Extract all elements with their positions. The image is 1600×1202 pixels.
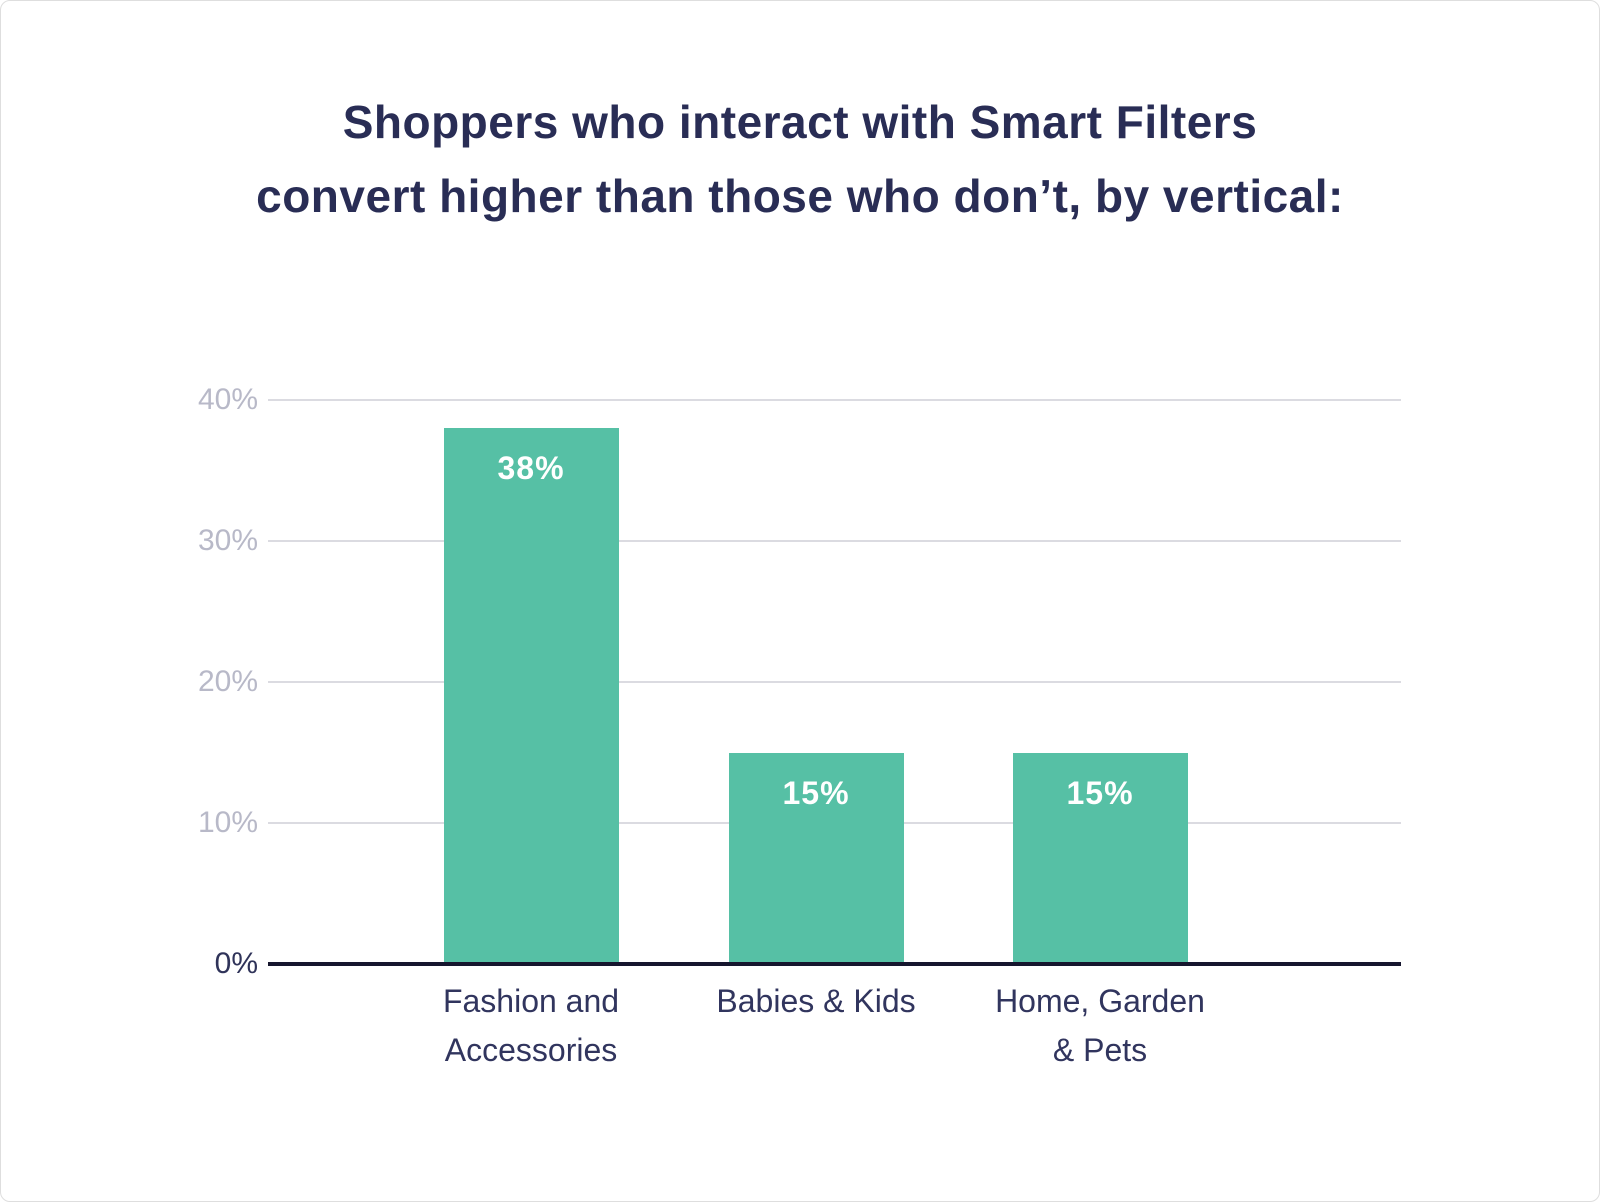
- chart-title: Shoppers who interact with Smart Filters…: [1, 85, 1599, 233]
- bar-babies-kids: 15%: [728, 752, 904, 964]
- x-axis-line: [268, 962, 1401, 966]
- bar-value-label-home-garden-pets: 15%: [1066, 774, 1134, 811]
- gridline-40-percent: [268, 399, 1401, 401]
- category-label-fashion-and-accessories: Fashion and Accessories: [371, 977, 691, 1075]
- category-label-line: Accessories: [444, 1032, 618, 1068]
- bar-value-label-fashion-and-accessories: 38%: [497, 450, 565, 487]
- bar-home-garden-pets: 15%: [1012, 752, 1188, 964]
- y-tick-label-30: 30%: [197, 524, 258, 557]
- bar-value-label-babies-kids: 15%: [782, 774, 850, 811]
- category-label-home-garden-pets: Home, Garden & Pets: [940, 977, 1260, 1075]
- chart-title-line2: convert higher than those who don’t, by …: [256, 170, 1344, 222]
- chart-title-line1: Shoppers who interact with Smart Filters: [342, 96, 1258, 148]
- category-label-line: Fashion and: [442, 983, 620, 1019]
- y-tick-label-0: 0%: [214, 947, 258, 980]
- category-label-line: & Pets: [1052, 1032, 1148, 1068]
- category-label-babies-kids: Babies & Kids: [656, 977, 976, 1026]
- y-tick-label-20: 20%: [197, 665, 258, 698]
- plot-area: 0% 10% 20% 30% 40% 38% 15% 15%: [198, 383, 1401, 980]
- bar-fashion-and-accessories: 38%: [443, 428, 619, 964]
- category-label-line: Home, Garden: [995, 983, 1205, 1019]
- gridline-30-percent: [268, 540, 1401, 542]
- y-tick-label-10: 10%: [197, 806, 258, 839]
- gridline-20-percent: [268, 681, 1401, 683]
- category-label-line: Babies & Kids: [716, 983, 916, 1019]
- y-tick-label-40: 40%: [197, 383, 258, 416]
